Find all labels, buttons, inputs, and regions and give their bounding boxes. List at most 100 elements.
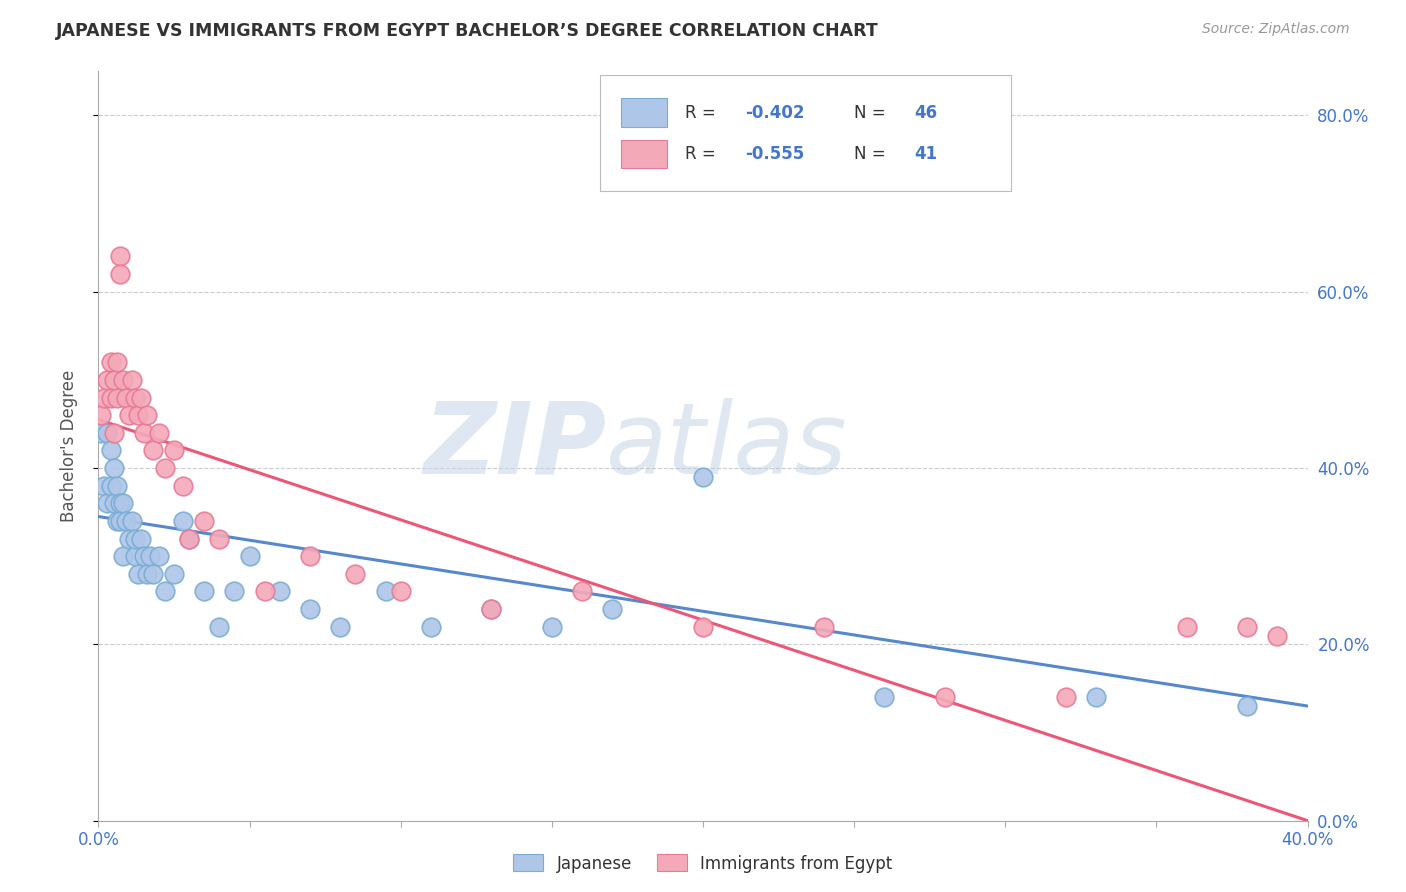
Point <box>481 602 503 616</box>
Point <box>179 532 201 546</box>
Text: N =: N = <box>855 145 891 162</box>
Point <box>103 425 125 440</box>
Point <box>129 391 152 405</box>
Point <box>96 425 118 440</box>
Point <box>93 391 115 405</box>
Point <box>1236 699 1258 714</box>
Point <box>481 602 503 616</box>
Point <box>111 373 134 387</box>
Point <box>124 391 146 405</box>
Point <box>105 478 128 492</box>
FancyBboxPatch shape <box>600 75 1011 191</box>
Point <box>299 549 322 564</box>
Point <box>1267 628 1289 642</box>
Point <box>108 250 131 264</box>
Point <box>193 584 215 599</box>
Text: ZIP: ZIP <box>423 398 606 494</box>
Point <box>153 584 176 599</box>
Point <box>132 549 155 564</box>
Point <box>1175 620 1198 634</box>
Point <box>108 514 131 528</box>
Point <box>127 566 149 581</box>
Text: atlas: atlas <box>606 398 848 494</box>
Point <box>90 425 112 440</box>
Point <box>269 584 291 599</box>
Point <box>224 584 246 599</box>
Point <box>121 514 143 528</box>
Point <box>111 496 134 510</box>
Point <box>172 478 194 492</box>
Point <box>124 549 146 564</box>
Point <box>329 620 352 634</box>
Point <box>1085 690 1108 705</box>
Point <box>208 620 231 634</box>
Point <box>208 532 231 546</box>
Text: -0.402: -0.402 <box>745 103 804 121</box>
Text: R =: R = <box>685 145 721 162</box>
Point <box>1054 690 1077 705</box>
Bar <box>621 98 666 127</box>
Point <box>142 443 165 458</box>
Point <box>132 425 155 440</box>
Point <box>127 408 149 422</box>
Point <box>1236 620 1258 634</box>
Point <box>93 478 115 492</box>
Text: -0.555: -0.555 <box>745 145 804 162</box>
Point <box>540 620 562 634</box>
Point <box>420 620 443 634</box>
Text: N =: N = <box>855 103 891 121</box>
Point <box>148 425 170 440</box>
Point <box>111 549 134 564</box>
Point <box>135 408 157 422</box>
Point <box>389 584 412 599</box>
Text: 41: 41 <box>915 145 938 162</box>
Point <box>139 549 162 564</box>
Point <box>103 461 125 475</box>
Point <box>100 443 122 458</box>
Bar <box>621 139 666 168</box>
Point <box>135 566 157 581</box>
Point <box>114 391 136 405</box>
Point <box>105 391 128 405</box>
Point <box>114 514 136 528</box>
Legend: Japanese, Immigrants from Egypt: Japanese, Immigrants from Egypt <box>506 847 900 880</box>
Point <box>239 549 262 564</box>
Point <box>172 514 194 528</box>
Point <box>100 391 122 405</box>
Point <box>344 566 367 581</box>
Point <box>571 584 593 599</box>
Point <box>299 602 322 616</box>
Point <box>103 496 125 510</box>
Text: 46: 46 <box>915 103 938 121</box>
Point <box>118 408 141 422</box>
Point <box>100 355 122 369</box>
Point <box>148 549 170 564</box>
Point <box>692 620 714 634</box>
Point <box>142 566 165 581</box>
Y-axis label: Bachelor's Degree: Bachelor's Degree <box>59 370 77 522</box>
Point <box>96 496 118 510</box>
Point <box>602 602 624 616</box>
Point <box>108 496 131 510</box>
Point <box>105 355 128 369</box>
Point <box>193 514 215 528</box>
Point <box>129 532 152 546</box>
Text: R =: R = <box>685 103 721 121</box>
Point <box>103 373 125 387</box>
Point <box>163 443 186 458</box>
Point <box>124 532 146 546</box>
Point <box>692 470 714 484</box>
Point <box>163 566 186 581</box>
Point <box>100 478 122 492</box>
Point <box>253 584 276 599</box>
Point <box>96 373 118 387</box>
Point <box>374 584 396 599</box>
Point <box>873 690 896 705</box>
Point <box>934 690 956 705</box>
Point <box>90 408 112 422</box>
Text: Source: ZipAtlas.com: Source: ZipAtlas.com <box>1202 22 1350 37</box>
Point <box>105 514 128 528</box>
Point <box>118 532 141 546</box>
Point <box>153 461 176 475</box>
Point <box>108 267 131 281</box>
